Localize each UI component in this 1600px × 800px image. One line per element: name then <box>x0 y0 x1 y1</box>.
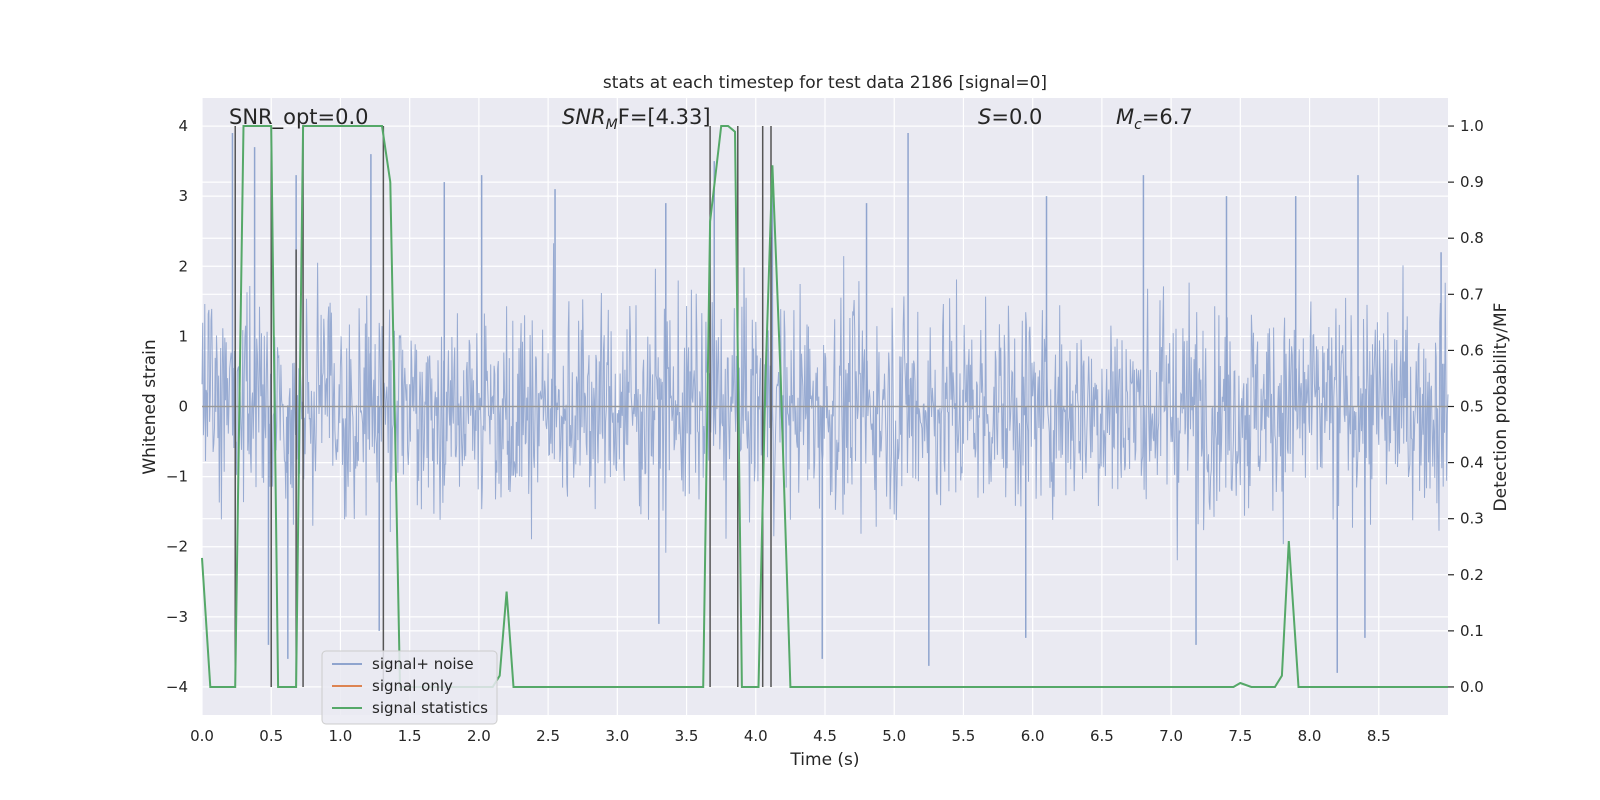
mc-value: =6.7 <box>1142 105 1193 129</box>
x-tick-label-11: 5.5 <box>952 727 976 745</box>
x-tick-label-12: 6.0 <box>1021 727 1045 745</box>
y-axis-left-label: Whitened strain <box>140 339 160 474</box>
mc-annotation: Mc=6.7 <box>1116 105 1193 133</box>
x-tick-label-14: 7.0 <box>1159 727 1183 745</box>
y-right-tick-label-3: 0.7 <box>1460 285 1484 303</box>
y-left-tick-label-0: 4 <box>178 117 188 135</box>
y-left-tick-label-1: 3 <box>178 187 188 205</box>
x-tick-label-4: 2.0 <box>467 727 491 745</box>
x-axis-ticks: 0.0 0.5 1.0 1.5 2.0 2.5 3.0 3.5 4.0 4.5 5.0 5.5 6.0 6… <box>190 727 1391 745</box>
signal-statistics-series <box>201 125 1448 688</box>
y-left-tick-label-6: −2 <box>166 538 188 556</box>
y-right-tick-label-7: 0.3 <box>1460 510 1484 528</box>
signal-noise-series <box>201 133 1449 673</box>
y-left-tick-label-5: −1 <box>166 468 188 486</box>
y-left-tick-label-8: −4 <box>166 678 188 696</box>
y-right-tick-label-0: 1.0 <box>1460 117 1484 135</box>
x-tick-label-15: 7.5 <box>1228 727 1252 745</box>
y-right-tick-label-4: 0.6 <box>1460 341 1484 359</box>
s-annotation: S=0.0 <box>978 105 1042 129</box>
x-tick-label-10: 5.0 <box>882 727 906 745</box>
y-right-tick-label-9: 0.1 <box>1460 622 1484 640</box>
legend-box <box>321 650 498 725</box>
signal-statistics-line <box>201 125 1448 688</box>
x-tick-label-7: 3.5 <box>675 727 699 745</box>
y-right-tick-label-1: 0.9 <box>1460 173 1484 191</box>
x-tick-label-8: 4.0 <box>744 727 768 745</box>
y-right-tick-label-5: 0.5 <box>1460 398 1484 416</box>
y-right-tick-label-6: 0.4 <box>1460 454 1484 472</box>
x-tick-label-5: 2.5 <box>536 727 560 745</box>
x-tick-label-0: 0.0 <box>190 727 214 745</box>
snr-mf-sub: M <box>606 117 618 133</box>
x-axis-label: Time (s) <box>789 750 859 770</box>
snr-opt-annotation: SNR_opt=0.0 <box>229 105 369 130</box>
x-tick-label-2: 1.0 <box>329 727 353 745</box>
y-left-tick-label-4: 0 <box>178 398 188 416</box>
y-axis-right-label: Detection probability/MF <box>1491 303 1511 512</box>
x-tick-label-6: 3.0 <box>605 727 629 745</box>
x-tick-label-16: 8.0 <box>1298 727 1322 745</box>
mc-sub: c <box>1134 117 1142 133</box>
mc-symbol: M <box>1116 105 1134 129</box>
snr-mf-suffix: F=[4.33] <box>618 105 711 129</box>
noise-line <box>201 243 1449 561</box>
x-tick-label-1: 0.5 <box>259 727 283 745</box>
x-tick-label-3: 1.5 <box>398 727 422 745</box>
x-tick-label-9: 4.5 <box>813 727 837 745</box>
snr-mf-annotation: SNRMF=[4.33] <box>562 105 711 133</box>
legend-label-noise: signal+ noise <box>372 655 474 673</box>
legend-label-stats: signal statistics <box>372 699 488 717</box>
y-left-tick-label-3: 1 <box>178 327 188 345</box>
x-tick-label-17: 8.5 <box>1367 727 1391 745</box>
snr-mf-prefix: SNR <box>562 105 606 129</box>
y-left-tick-label-7: −3 <box>166 608 188 626</box>
x-tick-label-13: 6.5 <box>1090 727 1114 745</box>
s-symbol: S <box>978 105 991 129</box>
chart-title: stats at each timestep for test data 218… <box>603 73 1047 93</box>
s-value: =0.0 <box>991 105 1042 129</box>
legend: signal+ noise signal only signal statist… <box>321 650 498 725</box>
legend-label-signal: signal only <box>372 677 453 695</box>
y-right-tick-label-10: 0.0 <box>1460 678 1484 696</box>
y-axis-right-ticks: 1.0 0.9 0.8 0.7 0.6 0.5 0.4 0.3 0.2 0.1 0.0 <box>1448 117 1484 696</box>
y-right-tick-label-8: 0.2 <box>1460 566 1484 584</box>
y-axis-left-ticks: 4 3 2 1 0 −1 −2 −3 −4 <box>166 117 188 696</box>
y-left-tick-label-2: 2 <box>178 257 188 275</box>
y-right-tick-label-2: 0.8 <box>1460 229 1484 247</box>
